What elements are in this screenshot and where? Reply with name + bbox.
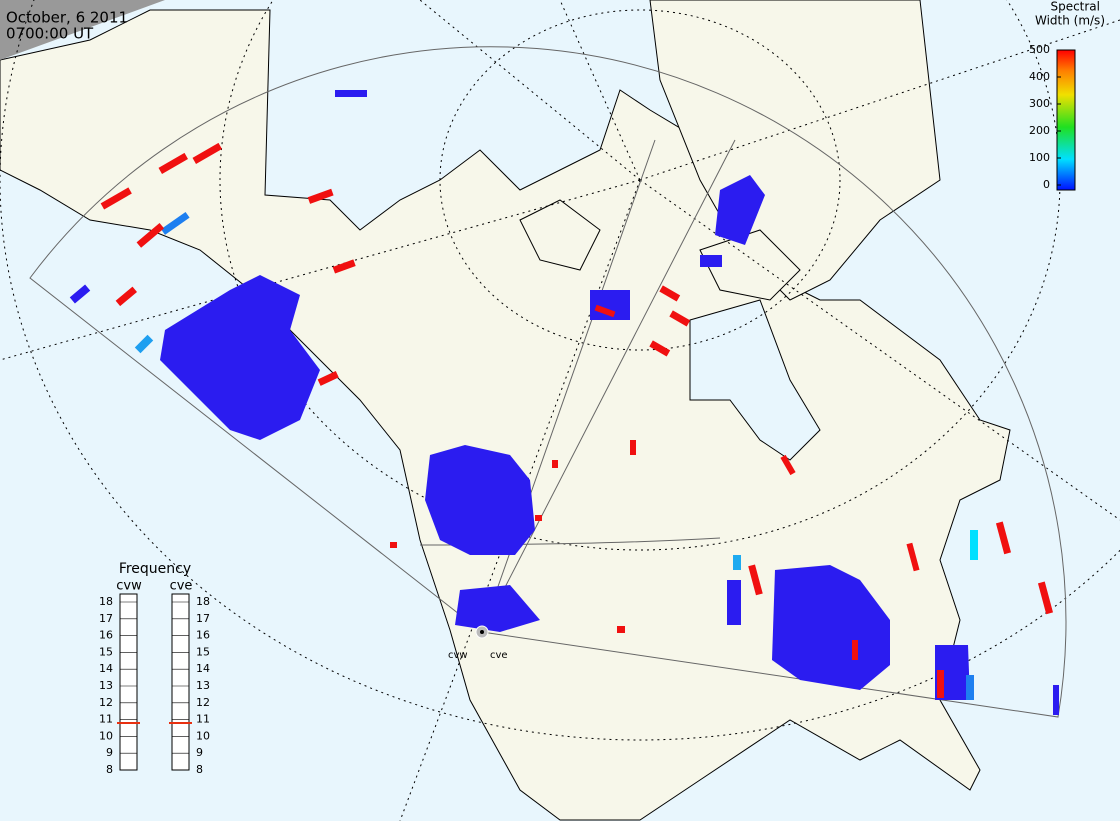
radar-site-dot: [480, 630, 484, 634]
frequency-tick-label: 12: [196, 696, 210, 709]
frequency-tick-label: 11: [99, 713, 113, 726]
frequency-tick-label: 15: [99, 645, 113, 658]
frequency-tick-label: 18: [99, 595, 113, 608]
frequency-title: Frequency: [119, 561, 191, 577]
colorbar-tick-label: 400: [1029, 70, 1050, 83]
frequency-tick-label: 11: [196, 713, 210, 726]
frequency-tick-label: 10: [99, 729, 113, 742]
frequency-tick-label: 13: [196, 679, 210, 692]
radar-name: cve: [170, 579, 193, 594]
radar-name: cvw: [116, 579, 142, 594]
frequency-tick-label: 9: [196, 746, 203, 759]
frequency-tick-label: 18: [196, 595, 210, 608]
colorbar-title: Spectral: [1050, 0, 1100, 14]
frequency-tick-label: 8: [106, 763, 113, 776]
colorbar: [1056, 49, 1076, 191]
frequency-tick-label: 12: [99, 696, 113, 709]
frequency-tick-label: 17: [99, 612, 113, 625]
frequency-tick-label: 10: [196, 729, 210, 742]
date: October, 6 2011: [6, 9, 128, 27]
frequency-tick-label: 15: [196, 645, 210, 658]
frequency-box: [171, 593, 190, 771]
time: 0700:00 UT: [6, 25, 94, 43]
frequency-tick-label: 17: [196, 612, 210, 625]
frequency-tick-label: 14: [196, 662, 210, 675]
frequency-tick-label: 8: [196, 763, 203, 776]
site-label: cve: [490, 650, 508, 661]
colorbar-tick-label: 100: [1029, 151, 1050, 164]
colorbar-title: Width (m/s): [1035, 14, 1105, 28]
frequency-box: [119, 593, 138, 771]
colorbar-tick-label: 500: [1029, 43, 1050, 56]
site-label: cvw: [448, 650, 468, 661]
frequency-tick-label: 16: [196, 629, 210, 642]
frequency-tick-label: 14: [99, 662, 113, 675]
frequency-tick-label: 9: [106, 746, 113, 759]
frequency-tick-label: 13: [99, 679, 113, 692]
colorbar-tick-label: 200: [1029, 124, 1050, 137]
colorbar-tick-label: 300: [1029, 97, 1050, 110]
colorbar-tick-label: 0: [1043, 178, 1050, 191]
echoes: [69, 90, 1059, 715]
frequency-tick-label: 16: [99, 629, 113, 642]
night-shade: [0, 0, 165, 60]
